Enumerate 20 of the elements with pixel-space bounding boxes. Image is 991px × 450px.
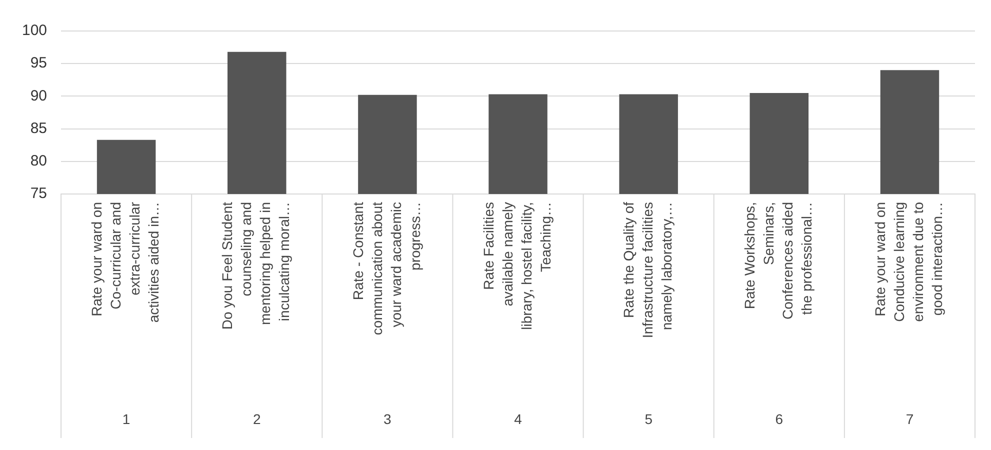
y-tick-label: 75 bbox=[30, 185, 48, 202]
y-tick-label: 80 bbox=[30, 152, 48, 170]
text: 4 bbox=[514, 410, 522, 427]
x-tick-label: Rate the Quality of Infrastructure facilities namely laboratory,… bbox=[620, 202, 674, 338]
text: 2 bbox=[252, 410, 261, 427]
x-tick-label: Do you Feel Student counseling and mentoring helped in inculcating moral… bbox=[219, 202, 292, 330]
y-tick-label: 100 bbox=[22, 22, 48, 40]
text: 5 bbox=[644, 410, 653, 427]
y-tick-label: 90 bbox=[30, 87, 48, 104]
x-tick-label: Rate your ward on Conducive learning environment due to good interaction… bbox=[872, 202, 946, 322]
x-tick-label: Rate your ward on Co-curricular and extra-curricular activities aided in… bbox=[88, 202, 162, 323]
y-tick-label: 95 bbox=[30, 54, 48, 72]
text: 6 bbox=[775, 410, 784, 427]
x-tick-label: Rate - Constant communication about your ward academic progress… bbox=[350, 202, 423, 336]
text: 3 bbox=[384, 410, 392, 427]
text: 1 bbox=[122, 410, 130, 427]
text: 7 bbox=[906, 410, 914, 427]
x-tick-label: Rate Workshops, Seminars, Conferences aided the professional… bbox=[742, 202, 815, 320]
x-tick-label: Rate Facilities available namely library, hostel facility, Teaching… bbox=[480, 202, 554, 330]
y-tick-label: 85 bbox=[30, 120, 48, 137]
